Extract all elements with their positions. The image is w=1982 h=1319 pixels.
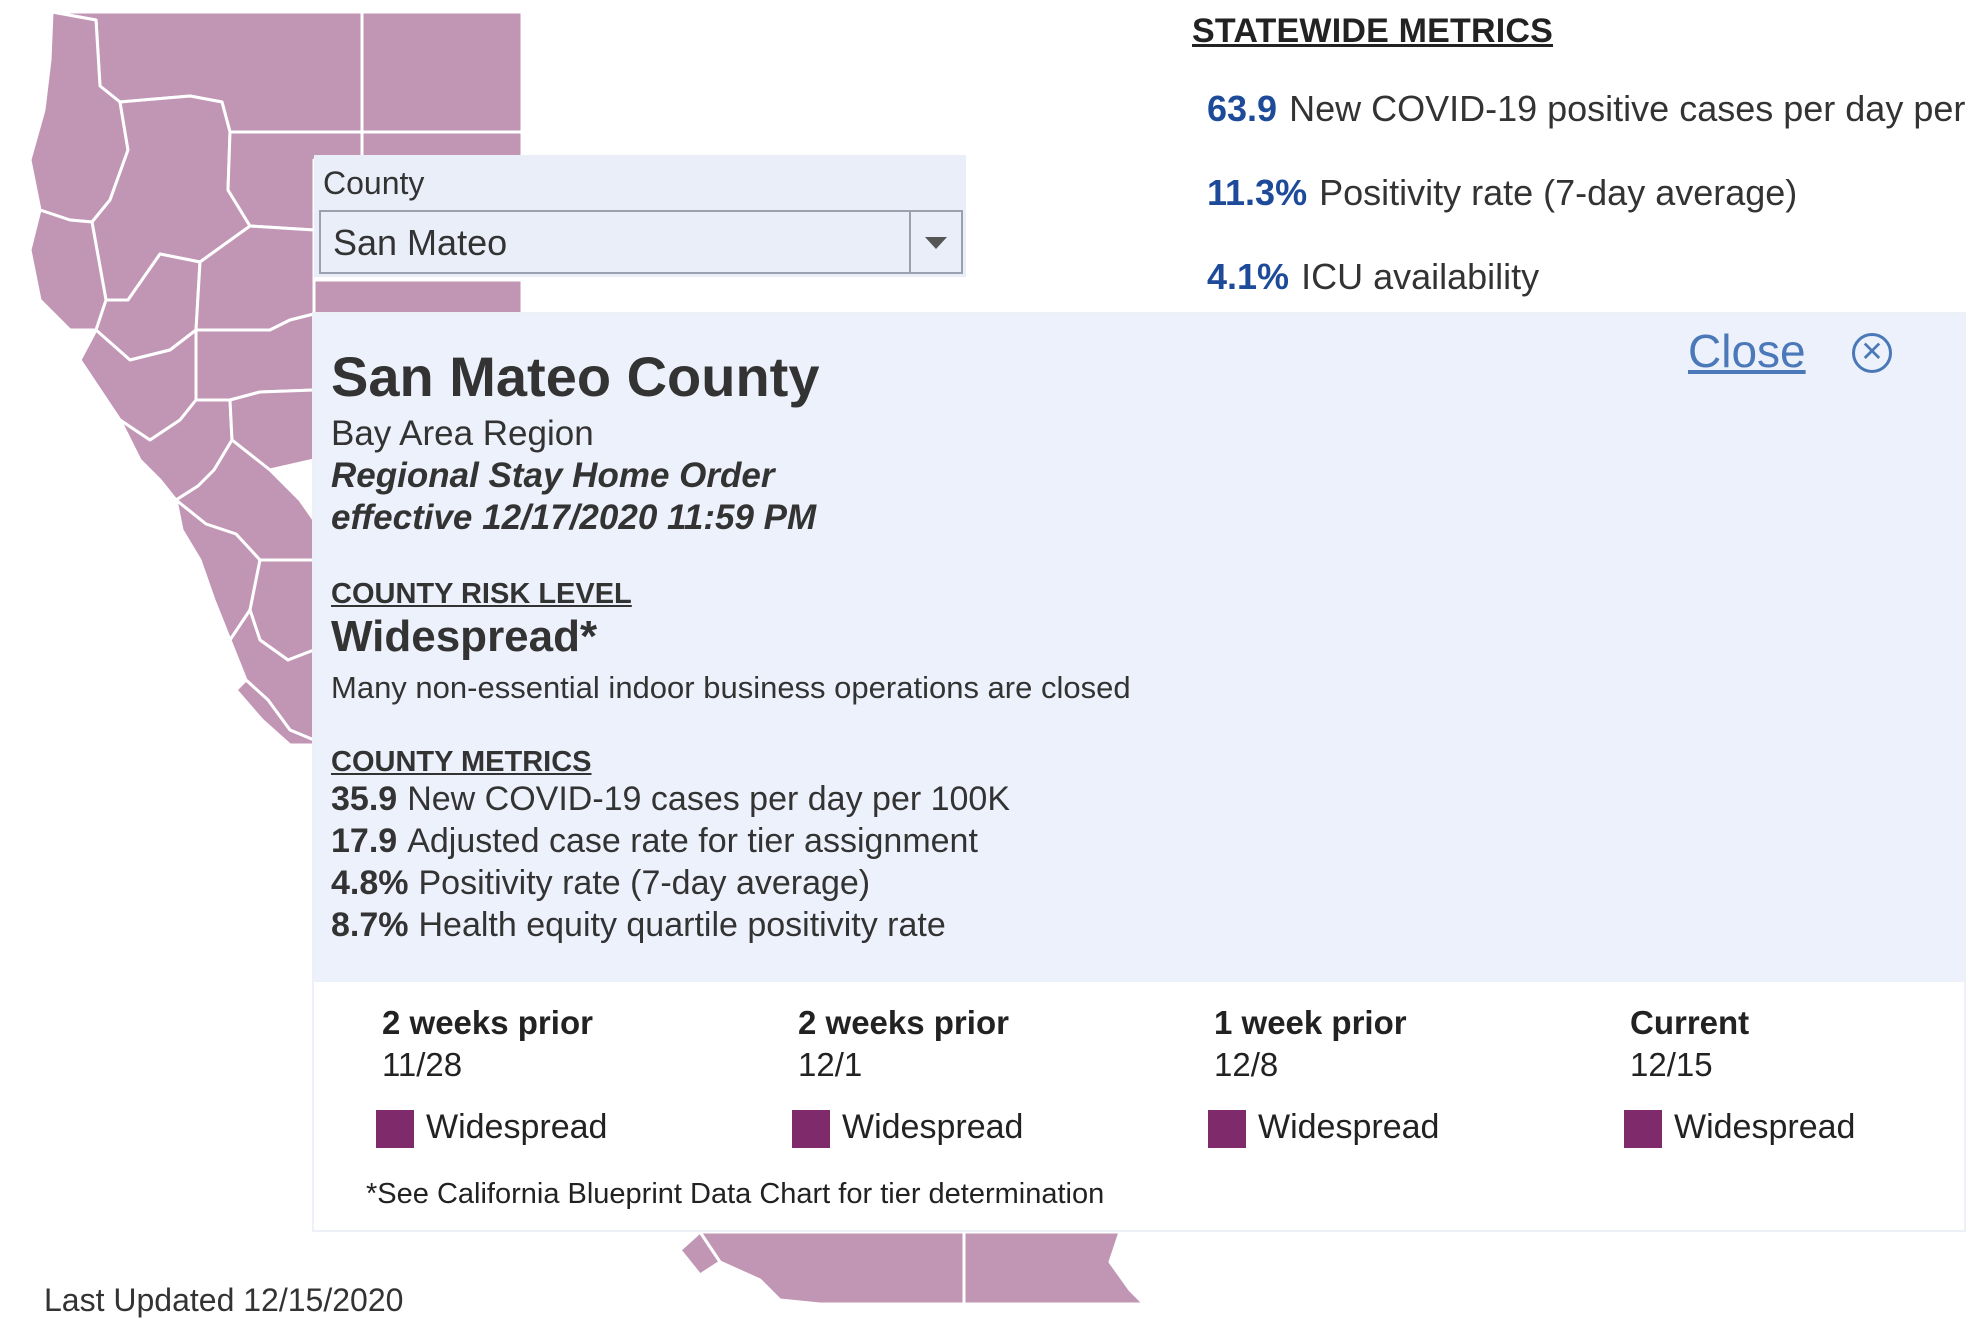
last-updated-text: Last Updated 12/15/2020: [44, 1282, 404, 1318]
close-link[interactable]: Close: [1688, 325, 1806, 377]
tier-status-text: Widespread: [426, 1108, 608, 1146]
tier-history-date: 12/1: [798, 1046, 863, 1083]
tier-history: 2 weeks prior 11/28 Widespread 2 weeks p…: [314, 982, 1964, 1230]
tier-history-status: Widespread: [1562, 1108, 1962, 1148]
tier-history-status: Widespread: [1146, 1108, 1546, 1148]
tier-history-date: 12/8: [1214, 1046, 1279, 1083]
county-metric-value: 17.9: [331, 822, 398, 860]
county-metric-label: Health equity quartile positivity rate: [418, 906, 946, 944]
widespread-swatch-icon: [1208, 1110, 1246, 1148]
tier-footnote: *See California Blueprint Data Chart for…: [366, 1178, 1105, 1210]
county-metric-value: 35.9: [331, 780, 398, 818]
county-metric-adjusted-rate: 17.9 Adjusted case rate for tier assignme…: [331, 822, 978, 861]
dropdown-toggle-button[interactable]: [909, 212, 961, 272]
county-metric-value: 8.7%: [331, 906, 409, 944]
county-metric-label: Positivity rate (7-day average): [418, 864, 871, 902]
county-shape: [678, 1230, 722, 1277]
tier-history-status: Widespread: [314, 1108, 714, 1148]
county-metric-label: Adjusted case rate for tier assignment: [407, 822, 978, 860]
close-circle-icon[interactable]: ✕: [1852, 333, 1892, 373]
tier-history-item: 1 week prior 12/8 Widespread: [1146, 1004, 1546, 1148]
county-shape: [962, 1230, 1146, 1304]
region-name: Bay Area Region: [331, 414, 594, 453]
county-metric-positivity: 4.8% Positivity rate (7-day average): [331, 864, 870, 903]
tier-history-date: 12/15: [1630, 1046, 1713, 1083]
statewide-metrics-panel: STATEWIDE METRICS 63.9 New COVID-19 posit…: [1192, 12, 1982, 339]
tier-history-label: Current: [1630, 1004, 1750, 1041]
statewide-metric-cases: 63.9 New COVID-19 positive cases per day …: [1207, 87, 1982, 171]
county-metric-cases: 35.9 New COVID-19 cases per day per 100K: [331, 780, 1010, 819]
county-select-label: County: [323, 165, 425, 201]
statewide-metric-icu: 4.1% ICU availability: [1207, 255, 1982, 339]
tier-history-item: 2 weeks prior 12/1 Widespread: [730, 1004, 1130, 1148]
county-shape: [360, 10, 524, 134]
widespread-swatch-icon: [1624, 1110, 1662, 1148]
county-metric-label: New COVID-19 cases per day per 100K: [407, 780, 1011, 818]
county-risk-level: Widespread*: [331, 612, 598, 661]
county-metrics-heading: COUNTY METRICS: [331, 746, 592, 778]
widespread-swatch-icon: [792, 1110, 830, 1148]
county-name-heading: San Mateo County: [331, 345, 820, 408]
county-metric-value: 4.8%: [331, 864, 409, 902]
widespread-swatch-icon: [376, 1110, 414, 1148]
tier-status-text: Widespread: [1674, 1108, 1856, 1146]
tier-history-item: 2 weeks prior 11/28 Widespread: [314, 1004, 714, 1148]
stay-home-order-effective: effective 12/17/2020 11:59 PM: [331, 498, 817, 537]
tier-history-date: 11/28: [382, 1046, 463, 1083]
county-shape: [312, 278, 524, 316]
county-info-panel: Close ✕ San Mateo County Bay Area Region…: [314, 314, 1964, 982]
tier-history-label: 1 week prior: [1214, 1004, 1407, 1041]
statewide-metric-value: 11.3%: [1207, 172, 1308, 213]
tier-history-label: 2 weeks prior: [382, 1004, 593, 1041]
stay-home-order-line: Regional Stay Home Order: [331, 456, 775, 495]
tier-history-item: Current 12/15 Widespread: [1562, 1004, 1962, 1148]
tier-status-text: Widespread: [842, 1108, 1024, 1146]
tier-history-status: Widespread: [730, 1108, 1130, 1148]
statewide-metric-label: Positivity rate (7-day average): [1319, 172, 1798, 213]
statewide-metric-value: 4.1%: [1207, 256, 1290, 297]
statewide-metric-value: 63.9: [1207, 88, 1278, 129]
county-metric-health-equity: 8.7% Health equity quartile positivity ra…: [331, 906, 946, 945]
county-select-value[interactable]: San Mateo: [333, 222, 508, 263]
county-info-popup: Close ✕ San Mateo County Bay Area Region…: [314, 314, 1964, 1230]
chevron-down-icon: [925, 237, 947, 249]
tier-history-label: 2 weeks prior: [798, 1004, 1009, 1041]
statewide-metric-label: ICU availability: [1301, 256, 1540, 297]
county-selector: County San Mateo: [314, 155, 966, 277]
statewide-metrics-title: STATEWIDE METRICS: [1192, 12, 1554, 50]
county-shape: [698, 1230, 966, 1304]
county-risk-level-heading: COUNTY RISK LEVEL: [331, 578, 632, 610]
tier-status-text: Widespread: [1258, 1108, 1440, 1146]
risk-level-description: Many non-essential indoor business opera…: [331, 670, 1131, 705]
statewide-metric-label: New COVID-19 positive cases per day per: [1289, 88, 1966, 129]
county-select-dropdown[interactable]: San Mateo: [319, 210, 963, 274]
statewide-metric-positivity: 11.3% Positivity rate (7-day average): [1207, 171, 1982, 255]
